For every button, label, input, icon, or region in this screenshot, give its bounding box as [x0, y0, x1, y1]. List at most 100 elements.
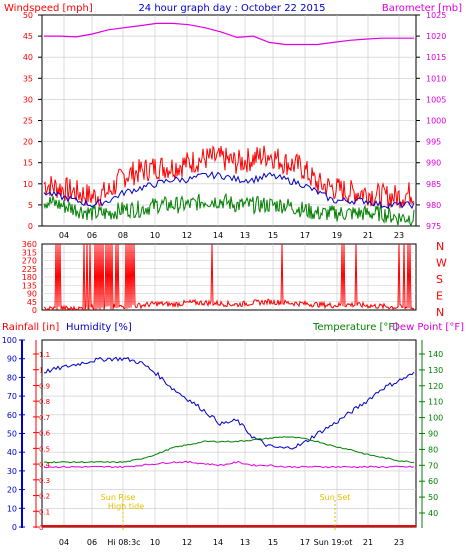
- humidity-tick-label: 80: [7, 373, 17, 382]
- temperature-tick-label: 140: [428, 350, 443, 359]
- rain-tick-label: 1: [39, 367, 43, 375]
- barometer-ticks: 1025 1020 1015 1010 1005 1000 995 990 985 980 975: [416, 11, 446, 231]
- high-tide-label: High tide: [108, 502, 144, 511]
- top-x-tick-label: 21: [363, 231, 373, 240]
- temperature-axis-label: Temperature [°F]: [312, 322, 398, 333]
- temperature-tick-label: 80: [428, 445, 438, 454]
- direction-tick-label: 360: [22, 240, 37, 249]
- windspeed-tick-label: 10: [23, 180, 33, 189]
- windspeed-tick-label: 40: [23, 53, 33, 62]
- direction-tick-label: 45: [27, 298, 37, 307]
- dewpoint-line: [43, 460, 415, 469]
- top-x-tick-label: 15: [268, 231, 278, 240]
- direction-tick-label: 0: [32, 306, 37, 315]
- barometer-tick-label: 1005: [426, 95, 446, 104]
- temperature-ticks: 140 130 120 110 100 90 80 70 60 50 40: [419, 350, 443, 518]
- top-x-tick-label: 17: [300, 231, 310, 240]
- humidity-tick-label: 60: [7, 411, 17, 420]
- temperature-tick-label: 60: [428, 477, 438, 486]
- rain-tick-label: 0.9: [39, 382, 50, 390]
- temperature-tick-label: 50: [428, 493, 438, 502]
- sunrise-label: Sun Rise: [101, 493, 136, 502]
- windspeed-tick-label: 0: [28, 222, 33, 231]
- barometer-tick-label: 1025: [426, 11, 446, 20]
- barometer-tick-label: 975: [426, 222, 441, 231]
- windspeed-tick-label: 15: [23, 159, 33, 168]
- temperature-tick-label: 70: [428, 461, 438, 470]
- top-x-tick-label: 04: [59, 231, 69, 240]
- barometer-tick-label: 1000: [426, 117, 446, 126]
- rain-tick-label: 0.6: [39, 430, 51, 438]
- windspeed-axis-label: Windspeed [mph]: [4, 3, 93, 14]
- bottom-x-tick-label: 23: [394, 538, 404, 547]
- rain-tick-label: 0.8: [39, 398, 50, 406]
- humidity-tick-label: 30: [7, 467, 17, 476]
- direction-tick-label: 90: [27, 290, 37, 299]
- rain-tick-label: 0.7: [39, 414, 50, 422]
- humidity-tick-label: 40: [7, 448, 17, 457]
- bottom-x-ticks: 04 06 10 12 14 13 15 17 21 23: [59, 538, 404, 547]
- humidity-axis-label: Humidity [%]: [66, 322, 132, 333]
- top-x-tick-label: 08: [118, 231, 128, 240]
- humidity-tick-label: 90: [7, 355, 17, 364]
- barometer-tick-label: 980: [426, 201, 441, 210]
- mid-series: [43, 243, 415, 312]
- top-x-tick-label: 13: [240, 231, 250, 240]
- rain-tick-label: 0: [39, 524, 43, 532]
- windspeed-tick-label: 45: [23, 32, 33, 41]
- bottom-x-tick-label: 15: [268, 538, 278, 547]
- temperature-tick-label: 120: [428, 382, 443, 391]
- rain-tick-label: 0.1: [39, 508, 50, 516]
- rain-tick-label: 0.4: [39, 461, 51, 469]
- chart-title: 24 hour graph day : October 22 2015: [138, 3, 325, 14]
- barometer-line: [44, 22, 414, 46]
- bottom-x-tick-label: 14: [213, 538, 223, 547]
- bottom-x-tick-label: 12: [182, 538, 192, 547]
- dewpoint-axis-label: Dew Point [°F]: [392, 322, 464, 333]
- bottom-x-tick-label: 21: [363, 538, 373, 547]
- compass-label: N: [436, 240, 444, 253]
- wind-average-line: [43, 170, 415, 210]
- windspeed-line: [43, 144, 415, 209]
- bottom-grid: [42, 340, 416, 527]
- top-grid: [42, 15, 416, 226]
- direction-tick-label: 315: [22, 248, 37, 257]
- bottom-x-tick-label: 10: [150, 538, 160, 547]
- top-series: [43, 22, 415, 227]
- windspeed-tick-label: 25: [23, 117, 33, 126]
- wind-min-line: [43, 192, 415, 227]
- humidity-tick-label: 70: [7, 392, 17, 401]
- rain-tick-label: 0.5: [39, 445, 50, 453]
- top-x-tick-label: 23: [394, 231, 404, 240]
- humidity-tick-label: 100: [2, 336, 17, 345]
- barometer-tick-label: 995: [426, 138, 441, 147]
- temperature-tick-label: 40: [428, 509, 438, 518]
- top-x-ticks: 04 06 08 10 12 14 13 15 17 19 21 23: [59, 231, 404, 240]
- bottom-x-tick-label: 04: [59, 538, 69, 547]
- top-x-tick-label: 06: [87, 231, 97, 240]
- sunset-time: Sun 19:ot: [314, 538, 353, 547]
- barometer-axis-label: Barometer [mb]: [382, 3, 462, 14]
- barometer-tick-label: 1010: [426, 74, 446, 83]
- windspeed-tick-label: 35: [23, 74, 33, 83]
- top-x-tick-label: 19: [332, 231, 342, 240]
- barometer-tick-label: 1015: [426, 53, 446, 62]
- high-tide-time: Hi 08:3c: [107, 538, 140, 547]
- humidity-tick-label: 20: [7, 486, 17, 495]
- temperature-tick-label: 110: [428, 398, 443, 407]
- temperature-line: [43, 436, 415, 464]
- rainfall-axis-label: Rainfall [in]: [2, 322, 59, 333]
- windspeed-tick-label: 50: [23, 11, 33, 20]
- compass-label: N: [436, 306, 444, 319]
- compass-label: S: [436, 273, 443, 286]
- temperature-tick-label: 90: [428, 430, 438, 439]
- temperature-tick-label: 100: [428, 414, 443, 423]
- barometer-tick-label: 990: [426, 159, 441, 168]
- humidity-tick-label: 0: [12, 523, 17, 532]
- top-x-tick-label: 12: [182, 231, 192, 240]
- temperature-tick-label: 130: [428, 366, 443, 375]
